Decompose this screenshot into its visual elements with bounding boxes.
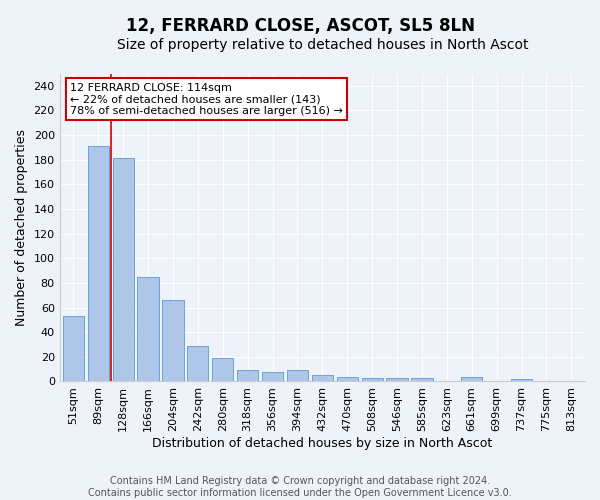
Bar [113,158,134,382]
Bar [163,300,184,382]
Title: Size of property relative to detached houses in North Ascot: Size of property relative to detached ho… [116,38,528,52]
Bar [212,358,233,382]
Text: 12, FERRARD CLOSE, ASCOT, SL5 8LN: 12, FERRARD CLOSE, ASCOT, SL5 8LN [125,18,475,36]
Text: 12 FERRARD CLOSE: 114sqm
← 22% of detached houses are smaller (143)
78% of semi-: 12 FERRARD CLOSE: 114sqm ← 22% of detach… [70,82,343,116]
Bar [237,370,258,382]
Bar [88,146,109,382]
Bar [262,372,283,382]
Bar [287,370,308,382]
Bar [137,277,158,382]
Bar [187,346,208,382]
Text: Contains HM Land Registry data © Crown copyright and database right 2024.
Contai: Contains HM Land Registry data © Crown c… [88,476,512,498]
Bar [362,378,383,382]
Bar [386,378,407,382]
Y-axis label: Number of detached properties: Number of detached properties [15,129,28,326]
Bar [461,376,482,382]
Bar [312,376,333,382]
Bar [511,379,532,382]
Bar [337,376,358,382]
Bar [63,316,84,382]
X-axis label: Distribution of detached houses by size in North Ascot: Distribution of detached houses by size … [152,437,493,450]
Bar [412,378,433,382]
